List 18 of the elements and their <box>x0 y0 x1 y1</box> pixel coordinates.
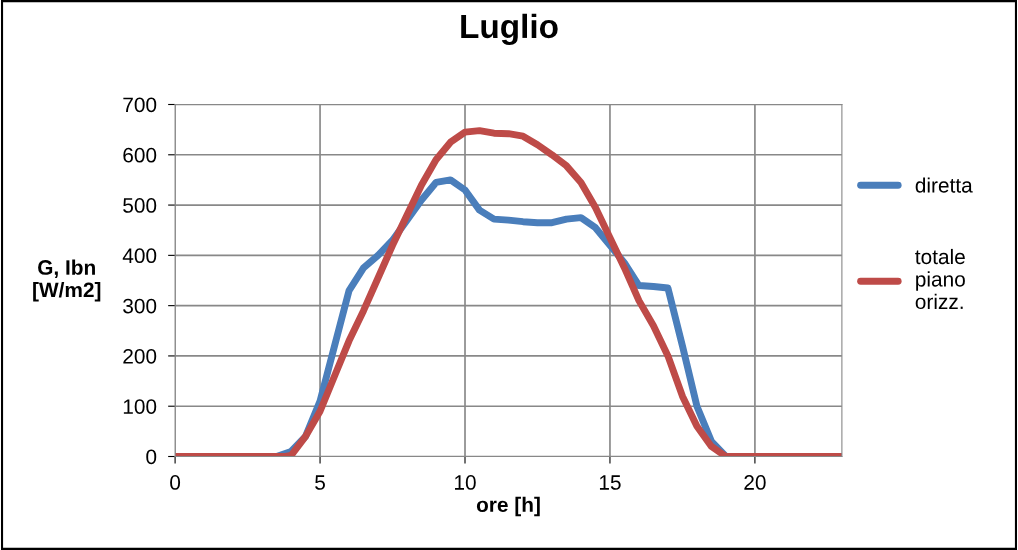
x-tick-label: 10 <box>455 475 476 490</box>
y-tick-label: 400 <box>122 248 157 264</box>
x-tick-label: 5 <box>315 475 325 490</box>
y-tick-label: 100 <box>123 399 157 414</box>
x-tick-label: 0 <box>170 475 181 490</box>
y-tick-label: 600 <box>123 147 157 163</box>
y-tick-label: 0 <box>146 449 157 465</box>
legend-label: diretta <box>915 177 973 193</box>
y-tick-label: 500 <box>123 198 157 213</box>
y-tick-label: 300 <box>123 298 157 314</box>
y-axis-title: G, Ibn [W/m2] <box>33 259 101 302</box>
x-axis-title: ore [h] <box>476 496 540 517</box>
x-tick-label: 20 <box>744 475 766 490</box>
y-tick-label: 200 <box>123 348 157 364</box>
chart-title: Luglio <box>461 13 558 45</box>
y-tick-label: 700 <box>123 97 157 113</box>
legend-label: totale piano orizz. <box>915 248 965 310</box>
x-tick-label: 15 <box>599 475 621 490</box>
